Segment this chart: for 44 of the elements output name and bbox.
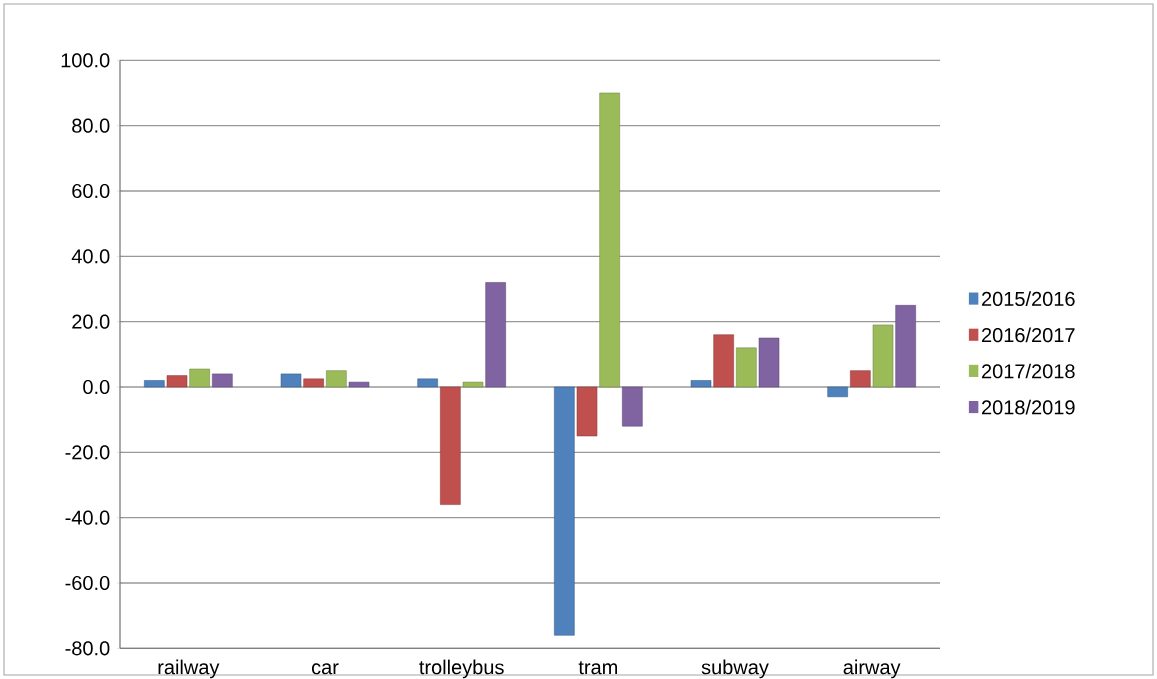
x-tick-label: subway [701, 659, 769, 679]
bar [485, 282, 506, 388]
bar [212, 373, 233, 388]
y-tick-label: 40.0 [71, 249, 110, 264]
x-tick-label: airway [843, 659, 901, 679]
legend-label: 2017/2018 [982, 363, 1075, 379]
y-tick-label: 0.0 [83, 379, 110, 395]
bar [303, 378, 324, 388]
y-tick-label: -80.0 [65, 641, 110, 656]
bar [417, 378, 438, 388]
bar [690, 380, 712, 388]
legend-label: 2015/2016 [982, 291, 1075, 307]
bar [144, 380, 165, 388]
x-tick-label: railway [158, 659, 220, 679]
x-tick-label: trolleybus [419, 659, 504, 679]
bar [348, 381, 370, 388]
bar [827, 386, 848, 398]
y-tick-label: 80.0 [72, 118, 110, 133]
bar [850, 370, 871, 388]
bar [622, 386, 643, 427]
bar [462, 381, 484, 388]
bar [599, 92, 620, 388]
x-tick-label: tram [578, 661, 617, 675]
y-tick-label: -40.0 [65, 510, 110, 525]
bar [713, 334, 734, 388]
bar [166, 375, 188, 388]
bar [554, 386, 575, 636]
bar [280, 373, 302, 388]
y-tick-label: 20.0 [72, 314, 110, 329]
bar [189, 368, 210, 388]
bar [895, 305, 916, 388]
y-tick-label: 100.0 [61, 53, 110, 68]
bar [326, 370, 347, 388]
legend-label: 2018/2019 [982, 399, 1075, 415]
bar [736, 347, 757, 388]
y-tick-label: 60.0 [72, 183, 110, 199]
y-tick-label: -60.0 [65, 575, 110, 591]
y-tick-label: -20.0 [65, 445, 110, 460]
bar [440, 386, 461, 505]
bar [576, 386, 598, 437]
bar [758, 337, 780, 388]
legend-label: 2016/2017 [982, 327, 1075, 343]
bar [872, 324, 894, 388]
x-tick-label: car [311, 663, 339, 675]
